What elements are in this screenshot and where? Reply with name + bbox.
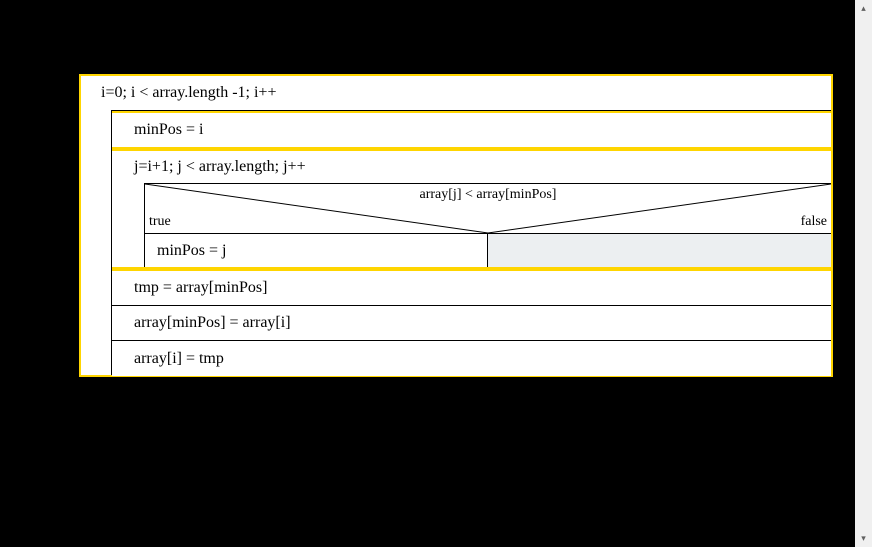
vertical-scrollbar[interactable]: ▴ ▾ [855,0,872,547]
statement-swap1: array[minPos] = array[i] [112,306,831,341]
condition-true-label: true [149,214,171,230]
statement-swap1-text: array[minPos] = array[i] [134,314,291,332]
inner-loop-header: j=i+1; j < array.length; j++ [112,151,831,183]
outer-for-loop-block: i=0; i < array.length -1; i++ minPos = i… [79,74,833,377]
true-branch-statement: minPos = j [145,234,488,267]
condition-expression: array[j] < array[minPos] [145,187,831,203]
outer-loop-header: i=0; i < array.length -1; i++ [81,76,831,110]
statement-init-minpos-text: minPos = i [134,121,203,139]
statement-tmp-text: tmp = array[minPos] [134,279,267,297]
condition-false-label: false [801,214,827,230]
outer-loop-body: minPos = i j=i+1; j < array.length; j++ … [111,110,831,375]
statement-swap2-text: array[i] = tmp [134,350,224,368]
inner-loop-body: array[j] < array[minPos] true false minP… [144,183,831,267]
outer-loop-header-text: i=0; i < array.length -1; i++ [101,84,276,101]
false-branch-empty [488,234,831,267]
scroll-down-button[interactable]: ▾ [855,530,872,547]
true-branch-text: minPos = j [157,242,226,260]
statement-swap2: array[i] = tmp [112,341,831,376]
condition-block: array[j] < array[minPos] true false [145,184,831,234]
statement-init-minpos: minPos = i [112,111,831,147]
condition-branches: minPos = j [145,234,831,267]
statement-tmp-assign: tmp = array[minPos] [112,271,831,306]
scroll-up-button[interactable]: ▴ [855,0,872,17]
inner-for-loop-block: j=i+1; j < array.length; j++ array[j] < … [112,147,831,271]
inner-loop-header-text: j=i+1; j < array.length; j++ [134,158,306,175]
